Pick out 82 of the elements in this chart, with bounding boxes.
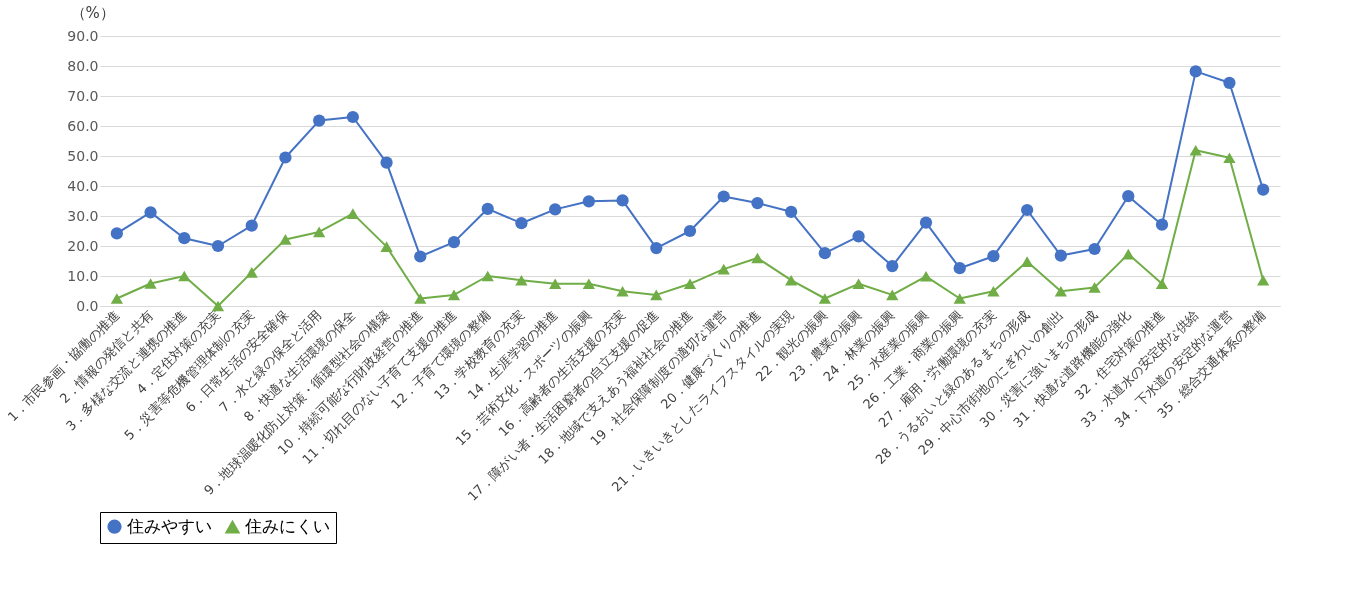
point — [447, 289, 461, 301]
y-tick-label: 30.0 — [67, 207, 99, 224]
point — [785, 274, 798, 286]
point — [852, 230, 865, 243]
y-tick-label: 90.0 — [67, 27, 99, 44]
point — [346, 110, 359, 124]
y-tick-label: 10.0 — [67, 267, 99, 284]
point — [110, 293, 123, 304]
point — [1122, 190, 1135, 203]
y-axis-title: （%） — [70, 3, 115, 22]
point — [144, 206, 157, 219]
point — [650, 241, 663, 255]
point — [178, 270, 191, 282]
point — [211, 239, 225, 253]
point — [987, 286, 1000, 297]
point — [481, 270, 494, 282]
point — [279, 151, 292, 164]
point — [515, 274, 528, 286]
point — [1088, 282, 1101, 293]
point — [178, 232, 191, 245]
point — [1155, 218, 1169, 231]
y-tick-label: 70.0 — [67, 87, 99, 104]
point — [1054, 249, 1067, 262]
legend-label: 住みやすい — [126, 515, 212, 536]
point — [886, 289, 899, 301]
point — [1189, 145, 1202, 156]
y-tick-label: 80.0 — [67, 57, 99, 74]
point — [313, 226, 326, 238]
point — [886, 259, 899, 273]
point — [346, 208, 359, 219]
point — [414, 293, 427, 304]
point — [549, 278, 562, 290]
y-tick-label: 60.0 — [67, 117, 99, 134]
point — [785, 205, 798, 218]
point — [110, 227, 123, 240]
point — [953, 293, 966, 304]
point — [919, 216, 933, 229]
point — [616, 286, 629, 297]
y-tick-label: 40.0 — [67, 177, 99, 194]
point — [852, 278, 865, 290]
point — [987, 250, 1000, 263]
point — [1122, 248, 1135, 260]
point — [717, 263, 730, 275]
point — [1054, 286, 1067, 297]
point — [919, 271, 933, 282]
point — [1257, 274, 1270, 286]
point — [1223, 76, 1236, 89]
y-tick-label: 20.0 — [67, 237, 99, 254]
point — [616, 194, 629, 207]
point — [380, 241, 393, 252]
point — [447, 235, 461, 249]
point — [245, 219, 258, 232]
point — [549, 203, 562, 216]
y-tick-label: 0.0 — [76, 297, 99, 314]
point — [1021, 203, 1034, 217]
point — [683, 224, 697, 238]
point — [279, 234, 292, 245]
point — [211, 300, 225, 312]
point — [818, 293, 831, 304]
point — [818, 247, 831, 260]
point — [1257, 183, 1270, 196]
point — [144, 278, 157, 289]
point — [1223, 152, 1236, 164]
point — [751, 252, 764, 264]
point — [683, 278, 697, 290]
point — [481, 202, 494, 215]
legend-label: 住みにくい — [244, 516, 330, 537]
point — [313, 114, 326, 127]
point — [1088, 242, 1101, 256]
point — [1155, 278, 1169, 290]
point — [650, 289, 663, 301]
y-tick-label: 50.0 — [67, 147, 99, 164]
point — [582, 278, 595, 290]
point — [953, 262, 966, 275]
point — [751, 196, 764, 210]
point — [245, 267, 258, 278]
point — [717, 190, 730, 203]
point — [582, 195, 595, 208]
point — [414, 250, 427, 263]
point — [380, 156, 393, 169]
point — [1189, 65, 1202, 78]
point — [515, 217, 528, 230]
